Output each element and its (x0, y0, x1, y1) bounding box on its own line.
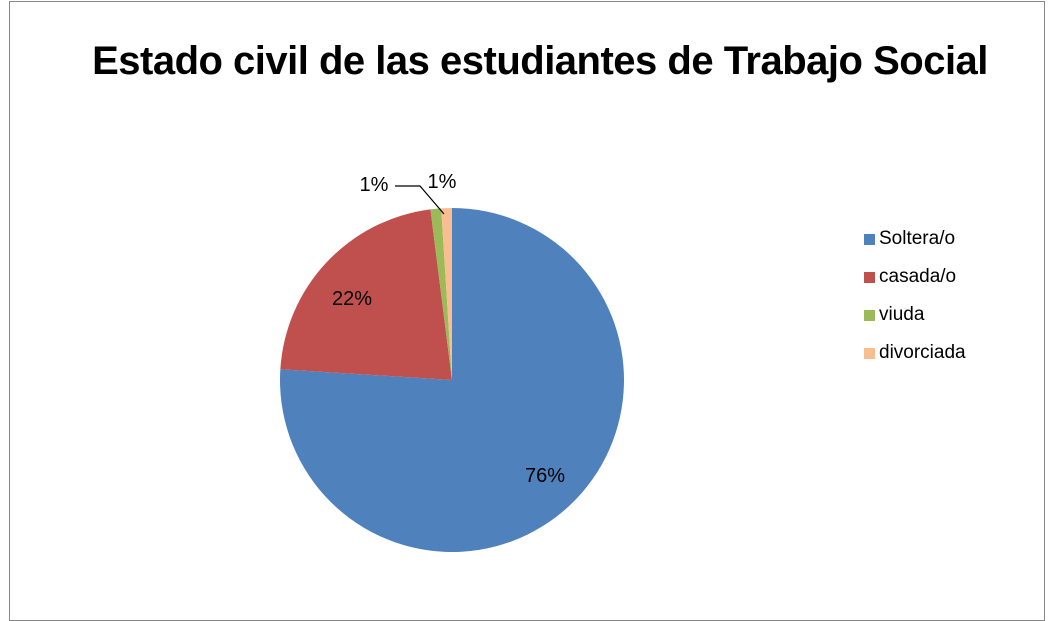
legend-label: viuda (879, 304, 925, 325)
legend-label: casada/o (879, 266, 957, 287)
data-label-divorciada: 1% (428, 171, 457, 193)
legend-label: Soltera/o (879, 228, 956, 249)
legend-label: divorciada (879, 342, 966, 363)
pie-slices (280, 208, 625, 552)
data-label-soltera-o: 76% (525, 465, 565, 487)
pie-chart: 76% 22% 1% 1% (280, 171, 625, 552)
pie-slice-casada-o (280, 209, 452, 380)
chart-area: Estado civil de las estudiantes de Traba… (9, 1, 1045, 621)
chart-title: Estado civil de las estudiantes de Traba… (92, 39, 988, 83)
legend-item-divorciada: divorciada (864, 341, 966, 365)
legend-item-viuda: viuda (864, 303, 966, 327)
pie-slice-viuda (430, 208, 452, 380)
legend-swatch (864, 347, 875, 359)
legend-swatch (864, 233, 875, 245)
legend-item-soltera-o: Soltera/o (864, 227, 966, 251)
legend-swatch (864, 271, 875, 283)
legend-item-casada-o: casada/o (864, 265, 966, 289)
legend: Soltera/o casada/o viuda divorciada (864, 227, 966, 379)
pie-slice-divorciada (441, 208, 452, 380)
legend-swatch (864, 309, 875, 321)
leader-line (395, 185, 445, 215)
data-label-casada-o: 22% (332, 288, 372, 310)
data-label-viuda: 1% (360, 174, 389, 196)
pie-labels: 76% 22% 1% 1% (332, 171, 565, 487)
pie-slice-soltera-o (280, 208, 625, 552)
